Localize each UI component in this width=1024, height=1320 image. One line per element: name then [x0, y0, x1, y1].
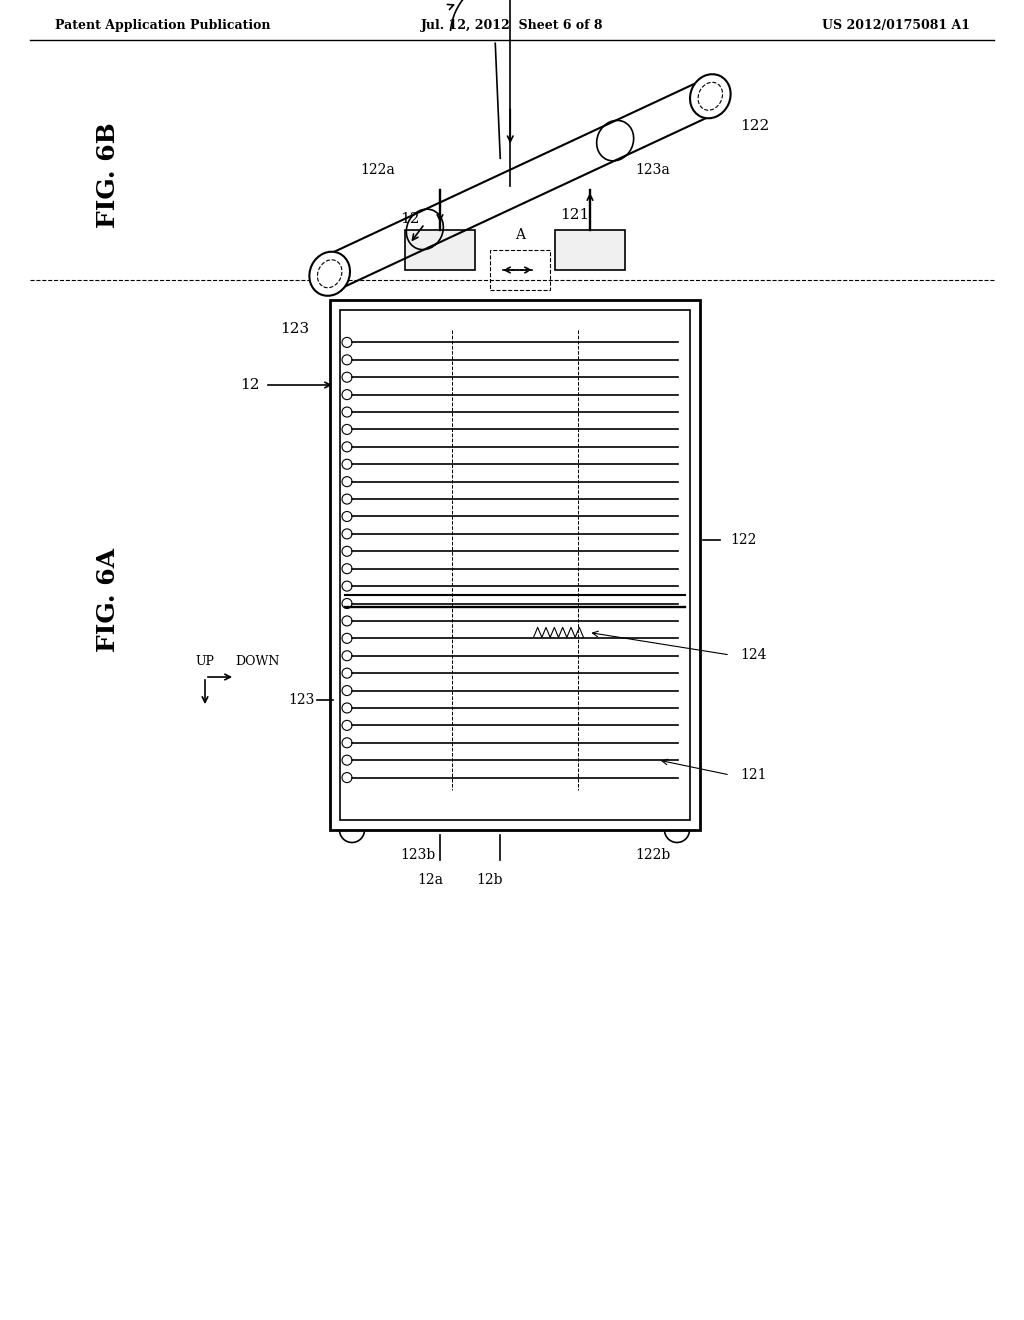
Text: FIG. 6A: FIG. 6A — [96, 548, 120, 652]
Bar — [406, 230, 475, 271]
Text: US 2012/0175081 A1: US 2012/0175081 A1 — [822, 18, 970, 32]
Text: 121: 121 — [740, 768, 767, 781]
Text: 122a: 122a — [360, 162, 395, 177]
Text: 12b: 12b — [477, 873, 503, 887]
Ellipse shape — [309, 252, 350, 296]
Text: 122: 122 — [730, 533, 757, 546]
Text: 123: 123 — [281, 322, 309, 335]
Text: UP: UP — [196, 655, 214, 668]
Text: 124: 124 — [740, 648, 767, 663]
Text: 123: 123 — [289, 693, 315, 708]
Text: 121: 121 — [560, 209, 589, 222]
Text: 123b: 123b — [400, 847, 435, 862]
Text: FIG. 6B: FIG. 6B — [96, 123, 120, 228]
Bar — [340, 310, 690, 820]
Text: 12a: 12a — [417, 873, 443, 887]
Bar — [555, 230, 625, 271]
Text: 123a: 123a — [635, 162, 670, 177]
Text: 122b: 122b — [635, 847, 671, 862]
Text: DOWN: DOWN — [234, 655, 280, 668]
Text: Patent Application Publication: Patent Application Publication — [55, 18, 270, 32]
Bar — [330, 300, 700, 830]
Ellipse shape — [690, 74, 731, 119]
Text: A: A — [515, 228, 525, 242]
Text: 12: 12 — [399, 211, 419, 226]
Text: 122: 122 — [740, 119, 770, 133]
Text: 12: 12 — [240, 378, 259, 392]
Text: Jul. 12, 2012  Sheet 6 of 8: Jul. 12, 2012 Sheet 6 of 8 — [421, 18, 603, 32]
